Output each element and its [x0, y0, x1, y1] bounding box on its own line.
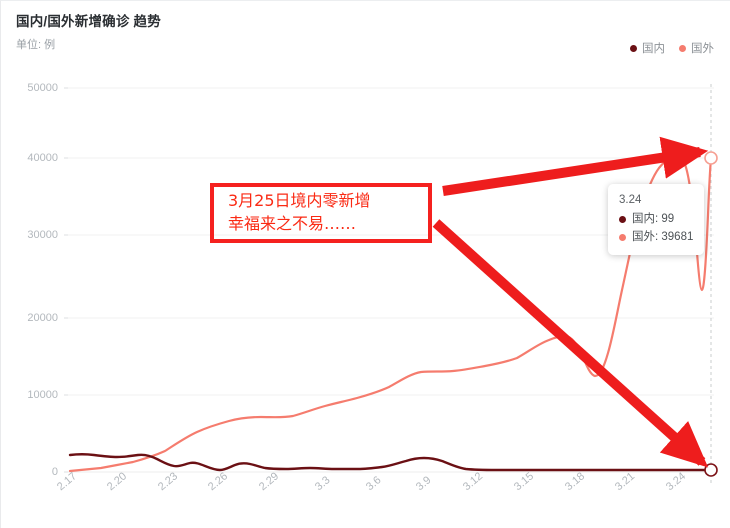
y-tick-30000: 30000: [27, 229, 58, 241]
legend-dot-overseas: [679, 44, 686, 52]
y-tick-40000: 40000: [27, 152, 58, 164]
tooltip-date: 3.24: [619, 194, 642, 206]
axis-ticks: [64, 87, 68, 473]
annotation-line-2: 幸福来之不易……: [228, 214, 357, 233]
legend-item-overseas[interactable]: 国外: [679, 40, 714, 56]
chart-tooltip: 3.24 国内: 99 国外: 39681: [608, 184, 705, 256]
gridlines: [68, 87, 714, 473]
unit-label: 单位: 例: [16, 39, 56, 51]
legend-label-domestic: 国内: [642, 43, 665, 55]
annotation-arrow-down: [432, 219, 709, 468]
chart-header: 国内/国外新增确诊 趋势 单位: 例: [16, 10, 161, 52]
annotation-line-1: 3月25日境内零新增: [228, 191, 371, 211]
y-tick-50000: 50000: [27, 82, 58, 94]
series-line-domestic: [68, 453, 713, 472]
legend-item-domestic[interactable]: 国内: [630, 40, 665, 56]
annotation-box: 3月25日境内零新增 幸福来之不易……: [210, 183, 432, 243]
data-point-marker-overseas[interactable]: [704, 151, 718, 165]
y-tick-20000: 20000: [27, 312, 58, 324]
legend-dot-domestic: [630, 44, 637, 52]
tooltip-dot-overseas: [619, 234, 626, 242]
page-title: 国内/国外新增确诊 趋势: [16, 14, 161, 29]
y-tick-10000: 10000: [27, 389, 58, 401]
tooltip-row-overseas: 国外: 39681: [619, 229, 693, 247]
legend-label-overseas: 国外: [691, 43, 714, 55]
tooltip-label-overseas: 国外: 39681: [632, 230, 694, 243]
legend[interactable]: 国内 国外: [630, 40, 714, 56]
tooltip-row-domestic: 国内: 99: [619, 211, 693, 229]
y-tick-0: 0: [51, 466, 58, 478]
tooltip-label-domestic: 国内: 99: [632, 212, 675, 225]
data-point-marker-domestic[interactable]: [704, 463, 718, 477]
annotation-arrow-up: [442, 136, 709, 196]
tooltip-dot-domestic: [619, 216, 626, 224]
